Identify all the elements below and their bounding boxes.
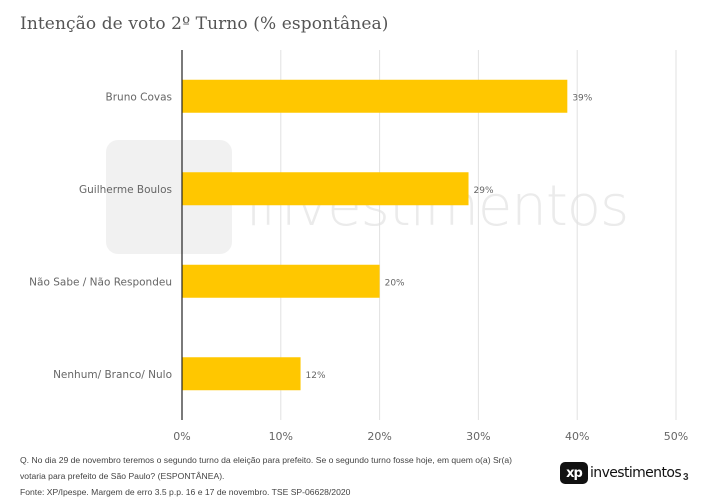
x-tick-label: 10% bbox=[269, 430, 293, 440]
x-tick-label: 50% bbox=[664, 430, 688, 440]
question-line-2: votaria para prefeito de São Paulo? (ESP… bbox=[20, 471, 225, 481]
bar bbox=[182, 264, 380, 298]
xp-logo-text: investimentos bbox=[590, 465, 682, 481]
x-tick-label: 0% bbox=[173, 430, 190, 440]
source-note: Fonte: XP/Ipespe. Margem de erro 3.5 p.p… bbox=[20, 487, 351, 497]
value-label: 20% bbox=[385, 278, 405, 288]
value-labels: 39% 29% 20% 12% bbox=[306, 93, 593, 381]
bar bbox=[182, 357, 301, 391]
bar bbox=[182, 172, 469, 206]
question-line-1: Q. No dia 29 de novembro teremos o segun… bbox=[20, 455, 513, 465]
bar-chart: Bruno Covas Guilherme Boulos Não Sabe / Nã… bbox=[29, 50, 688, 440]
page-number: 3 bbox=[683, 472, 689, 483]
xp-logo-mark: xp bbox=[560, 462, 588, 484]
category-label: Nenhum/ Branco/ Nulo bbox=[53, 369, 172, 381]
category-label: Bruno Covas bbox=[106, 91, 172, 103]
category-labels: Bruno Covas Guilherme Boulos Não Sabe / Nã… bbox=[29, 91, 172, 381]
category-label: Não Sabe / Não Respondeu bbox=[29, 276, 172, 288]
bar bbox=[182, 79, 568, 113]
xp-logo: xp investimentos bbox=[560, 462, 682, 484]
bars bbox=[182, 79, 568, 391]
x-tick-label: 40% bbox=[565, 430, 589, 440]
x-tick-label: 30% bbox=[466, 430, 490, 440]
chart-title: Intenção de voto 2º Turno (% espontânea) bbox=[20, 14, 389, 34]
value-label: 29% bbox=[474, 186, 494, 196]
x-tick-labels: 0% 10% 20% 30% 40% 50% bbox=[173, 430, 688, 440]
value-label: 39% bbox=[572, 93, 592, 103]
category-label: Guilherme Boulos bbox=[79, 184, 172, 196]
x-tick-label: 20% bbox=[367, 430, 391, 440]
footer: Q. No dia 29 de novembro teremos o segun… bbox=[20, 452, 560, 500]
value-label: 12% bbox=[306, 371, 326, 381]
